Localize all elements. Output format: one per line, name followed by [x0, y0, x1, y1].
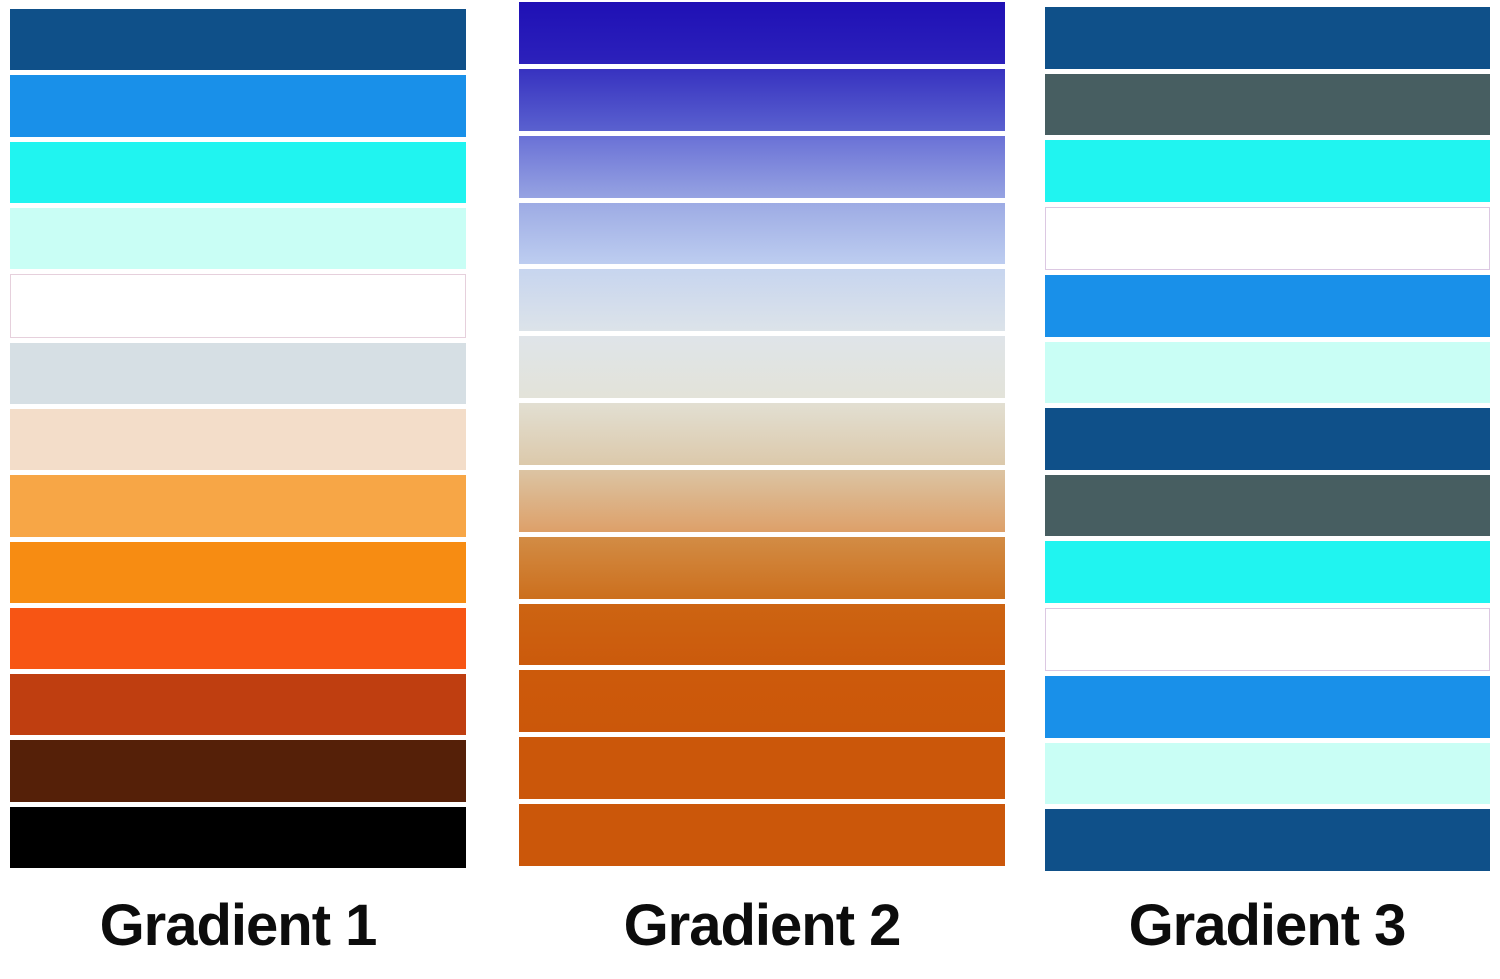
color-swatch [10, 274, 466, 338]
gradient-3-label: Gradient 3 [1128, 893, 1407, 958]
color-swatch [519, 269, 1005, 332]
color-swatch [1045, 541, 1490, 603]
gradient-2-column [519, 2, 1005, 866]
color-swatch [519, 403, 1005, 465]
color-swatch [1045, 73, 1490, 136]
color-swatch [519, 670, 1005, 733]
color-swatch [1045, 140, 1490, 202]
color-swatch [1045, 607, 1490, 672]
color-swatch [10, 607, 466, 670]
gradient-3-column [1045, 7, 1490, 871]
color-swatch [519, 68, 1005, 131]
color-swatch [519, 603, 1005, 666]
color-swatch [1045, 474, 1490, 537]
color-swatch [519, 536, 1005, 599]
color-swatch [1045, 7, 1490, 69]
color-swatch [10, 740, 466, 802]
color-swatch [519, 737, 1005, 800]
color-swatch [10, 541, 466, 603]
gradient-1-column [10, 9, 466, 869]
gradient-2-label: Gradient 2 [623, 893, 902, 958]
color-swatch [10, 207, 466, 270]
color-swatch [519, 469, 1005, 532]
color-swatch [519, 2, 1005, 64]
color-swatch [1045, 408, 1490, 470]
color-swatch [10, 408, 466, 471]
color-swatch [10, 75, 466, 137]
gradient-1-label: Gradient 1 [99, 893, 378, 958]
color-swatch [10, 342, 466, 404]
color-swatch [1045, 206, 1490, 271]
color-swatch [10, 475, 466, 537]
color-swatch [519, 336, 1005, 399]
color-swatch [519, 804, 1005, 866]
color-swatch [1045, 809, 1490, 871]
color-swatch [1045, 742, 1490, 805]
color-swatch [10, 141, 466, 203]
color-swatch [519, 135, 1005, 198]
color-swatch [10, 9, 466, 71]
color-swatch [10, 806, 466, 869]
color-swatch [519, 202, 1005, 265]
color-swatch [1045, 676, 1490, 738]
color-swatch [1045, 275, 1490, 337]
color-swatch [1045, 341, 1490, 404]
color-swatch [10, 674, 466, 736]
